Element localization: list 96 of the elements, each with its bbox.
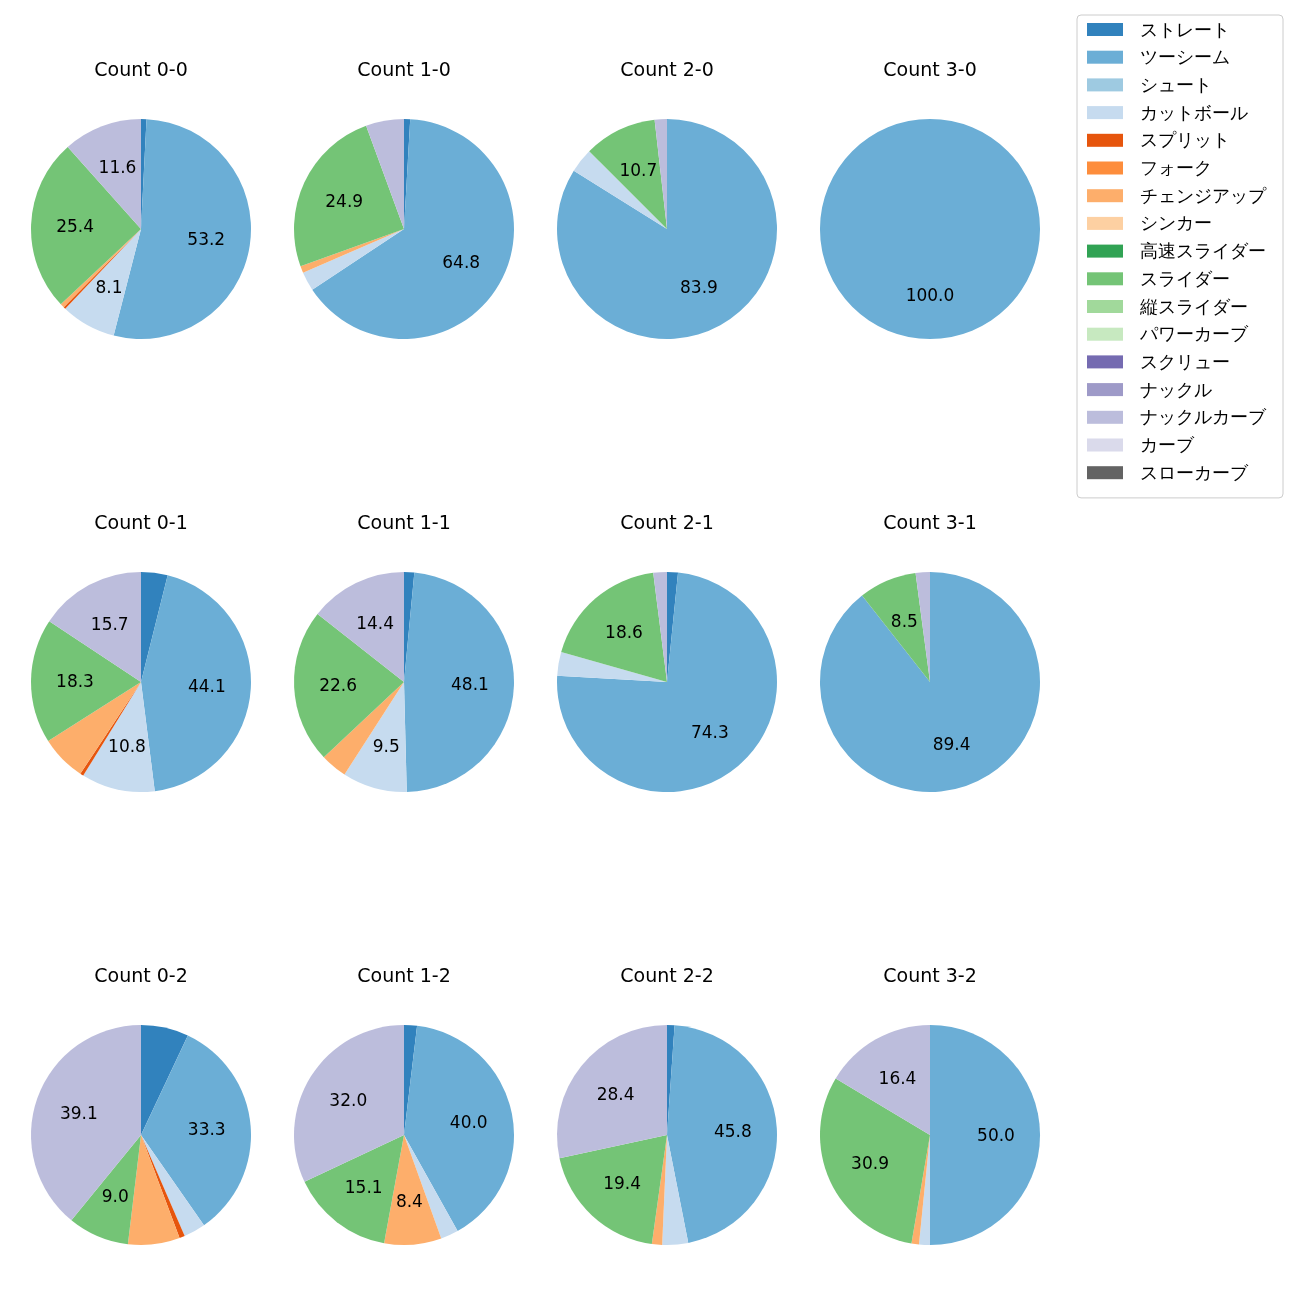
data-label: 53.2 <box>187 228 226 249</box>
pie-slice <box>662 1135 689 1245</box>
legend-label: 縦スライダー <box>1139 295 1248 317</box>
pie-slice <box>557 572 777 792</box>
legend-label: チェンジアップ <box>1140 184 1267 206</box>
pie-slice <box>31 146 141 305</box>
data-label: 18.6 <box>605 621 643 642</box>
legend-label: シンカー <box>1140 212 1212 234</box>
pie-slice <box>294 614 404 758</box>
data-label: 50.0 <box>977 1125 1015 1145</box>
data-label: 19.4 <box>603 1173 642 1194</box>
legend-label: ツーシーム <box>1140 46 1230 68</box>
pie-slice <box>911 1135 930 1245</box>
pie-slice <box>303 229 404 290</box>
chart-title: Count 2-1 <box>620 511 714 533</box>
pie-slice <box>71 1135 141 1245</box>
pie-slice <box>366 119 404 229</box>
data-label: 89.4 <box>932 734 971 755</box>
pie-slice <box>557 1025 667 1159</box>
pie-slice <box>930 1025 1040 1245</box>
pie-slice <box>294 125 404 267</box>
pie-slice <box>557 651 667 682</box>
data-label: 48.1 <box>451 674 489 695</box>
pie-slice <box>141 1135 204 1236</box>
pie-slice <box>384 1135 442 1245</box>
data-label: 22.6 <box>319 674 357 695</box>
data-label: 18.3 <box>56 671 94 692</box>
data-label: 28.4 <box>596 1083 635 1104</box>
legend-label: シュート <box>1140 73 1212 95</box>
pie-slice <box>300 229 404 273</box>
chart-title: Count 1-1 <box>357 511 451 533</box>
legend-label: ナックル <box>1140 378 1212 400</box>
legend-label: ストレート <box>1140 18 1230 40</box>
data-label: 39.1 <box>59 1102 98 1123</box>
pie-slice <box>561 572 667 682</box>
data-label: 74.3 <box>690 722 729 743</box>
pie-slice <box>835 1025 930 1135</box>
pie-slice <box>667 1025 777 1243</box>
data-label: 64.8 <box>442 251 481 272</box>
data-label: 15.1 <box>344 1177 383 1198</box>
chart-title: Count 3-0 <box>883 58 977 80</box>
legend-label: カーブ <box>1140 434 1195 455</box>
data-label: 9.0 <box>101 1185 129 1206</box>
chart-title: Count 2-2 <box>620 964 714 986</box>
chart-title: Count 0-2 <box>94 964 188 986</box>
data-label: 32.0 <box>329 1089 368 1110</box>
chart-title: Count 2-0 <box>620 58 714 80</box>
pie-slice <box>141 572 168 682</box>
data-label: 100.0 <box>905 285 955 305</box>
pie-slice <box>404 572 514 792</box>
chart-title: Count 3-1 <box>883 511 977 533</box>
data-label: 11.6 <box>98 157 137 178</box>
data-label: 16.4 <box>878 1067 917 1088</box>
legend-label: 高速スライダー <box>1140 240 1266 262</box>
pie-slice <box>589 119 667 229</box>
pie-slice <box>141 1035 251 1226</box>
data-label: 15.7 <box>90 613 129 634</box>
pie-slice <box>557 119 777 339</box>
legend-label: スライダー <box>1140 267 1230 289</box>
chart-title: Count 0-1 <box>94 511 188 533</box>
data-label: 14.4 <box>356 612 395 633</box>
pie-slice <box>862 572 930 682</box>
pie-slice <box>820 572 1040 792</box>
data-label: 44.1 <box>187 675 226 696</box>
pie-slice <box>127 1135 180 1245</box>
data-label: 10.8 <box>108 736 146 757</box>
text: Count 0-0 <box>94 58 188 80</box>
legend-label: スプリット <box>1140 129 1230 151</box>
pie-slice <box>141 1025 188 1135</box>
chart-title: Count 3-2 <box>883 964 977 986</box>
pie-slice <box>31 1025 141 1221</box>
chart-title: Count 1-2 <box>357 964 451 986</box>
data-label: 40.0 <box>449 1112 488 1133</box>
chart-title: Count 1-0 <box>357 58 451 80</box>
legend-label: ナックルカーブ <box>1140 406 1267 428</box>
data-label: 25.4 <box>56 216 94 237</box>
data-label: 8.5 <box>890 611 918 632</box>
data-label: 8.1 <box>95 276 123 297</box>
legend-label: カットボール <box>1140 101 1248 123</box>
legend-label: スクリュー <box>1140 350 1230 372</box>
data-label: 8.4 <box>395 1190 423 1211</box>
legend-label: フォーク <box>1140 157 1212 178</box>
pie-slice <box>294 1025 404 1182</box>
pie-slice <box>141 1135 185 1239</box>
data-label: 30.9 <box>851 1152 889 1173</box>
data-label: 83.9 <box>680 276 718 297</box>
legend-label: パワーカーブ <box>1139 323 1249 345</box>
data-label: 10.7 <box>619 159 658 180</box>
data-label: 9.5 <box>372 735 400 756</box>
pie-slice <box>573 151 667 229</box>
data-label: 33.3 <box>187 1119 226 1140</box>
pie-slice <box>559 1135 667 1244</box>
data-label: 45.8 <box>713 1120 752 1141</box>
data-label: 24.9 <box>325 191 364 212</box>
legend-label: スローカーブ <box>1140 461 1249 483</box>
pie-slice <box>312 119 514 339</box>
